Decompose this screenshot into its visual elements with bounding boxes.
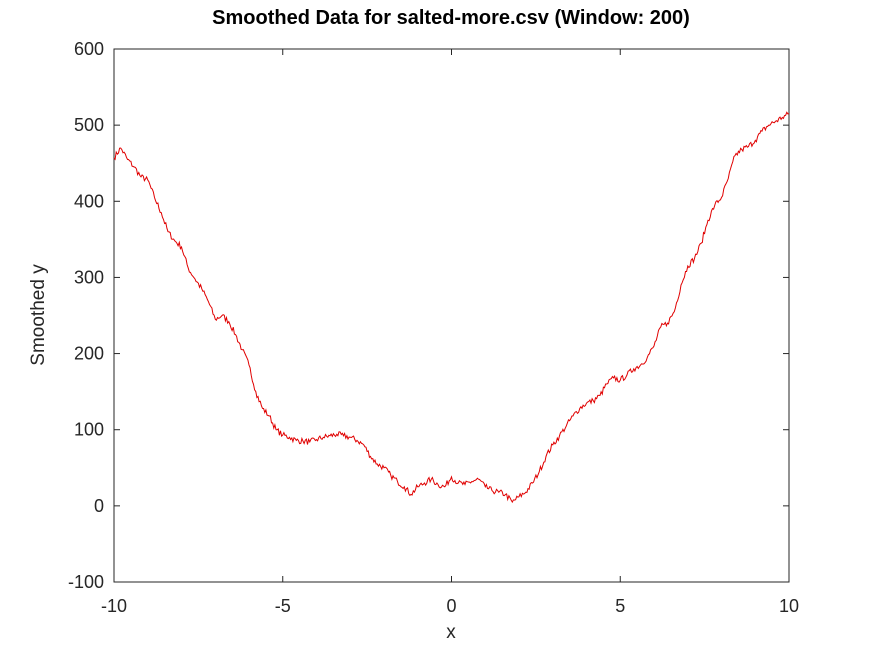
y-tick-label: 200 — [74, 344, 104, 364]
y-tick-label: -100 — [68, 572, 104, 592]
plot-area — [113, 48, 790, 583]
y-tick-label: 100 — [74, 420, 104, 440]
x-tick-label: 0 — [446, 596, 456, 616]
y-tick-label: 400 — [74, 191, 104, 211]
smoothed-data-line — [113, 111, 790, 504]
chart-title: Smoothed Data for salted-more.csv (Windo… — [212, 7, 690, 29]
tick-labels: -10 -5 0 5 10 -100 0 100 200 300 400 500 600 — [68, 39, 799, 616]
x-tick-label: -5 — [275, 596, 291, 616]
y-tick-label: 500 — [74, 115, 104, 135]
x-tick-label: -10 — [101, 596, 127, 616]
y-tick-label: 600 — [74, 39, 104, 59]
y-axis-label: Smoothed y — [28, 264, 49, 366]
axis-ticks — [113, 48, 790, 583]
x-tick-label: 10 — [779, 596, 799, 616]
y-tick-label: 300 — [74, 267, 104, 287]
y-tick-label: 0 — [94, 496, 104, 516]
x-tick-label: 5 — [615, 596, 625, 616]
x-axis-label: x — [446, 622, 456, 643]
